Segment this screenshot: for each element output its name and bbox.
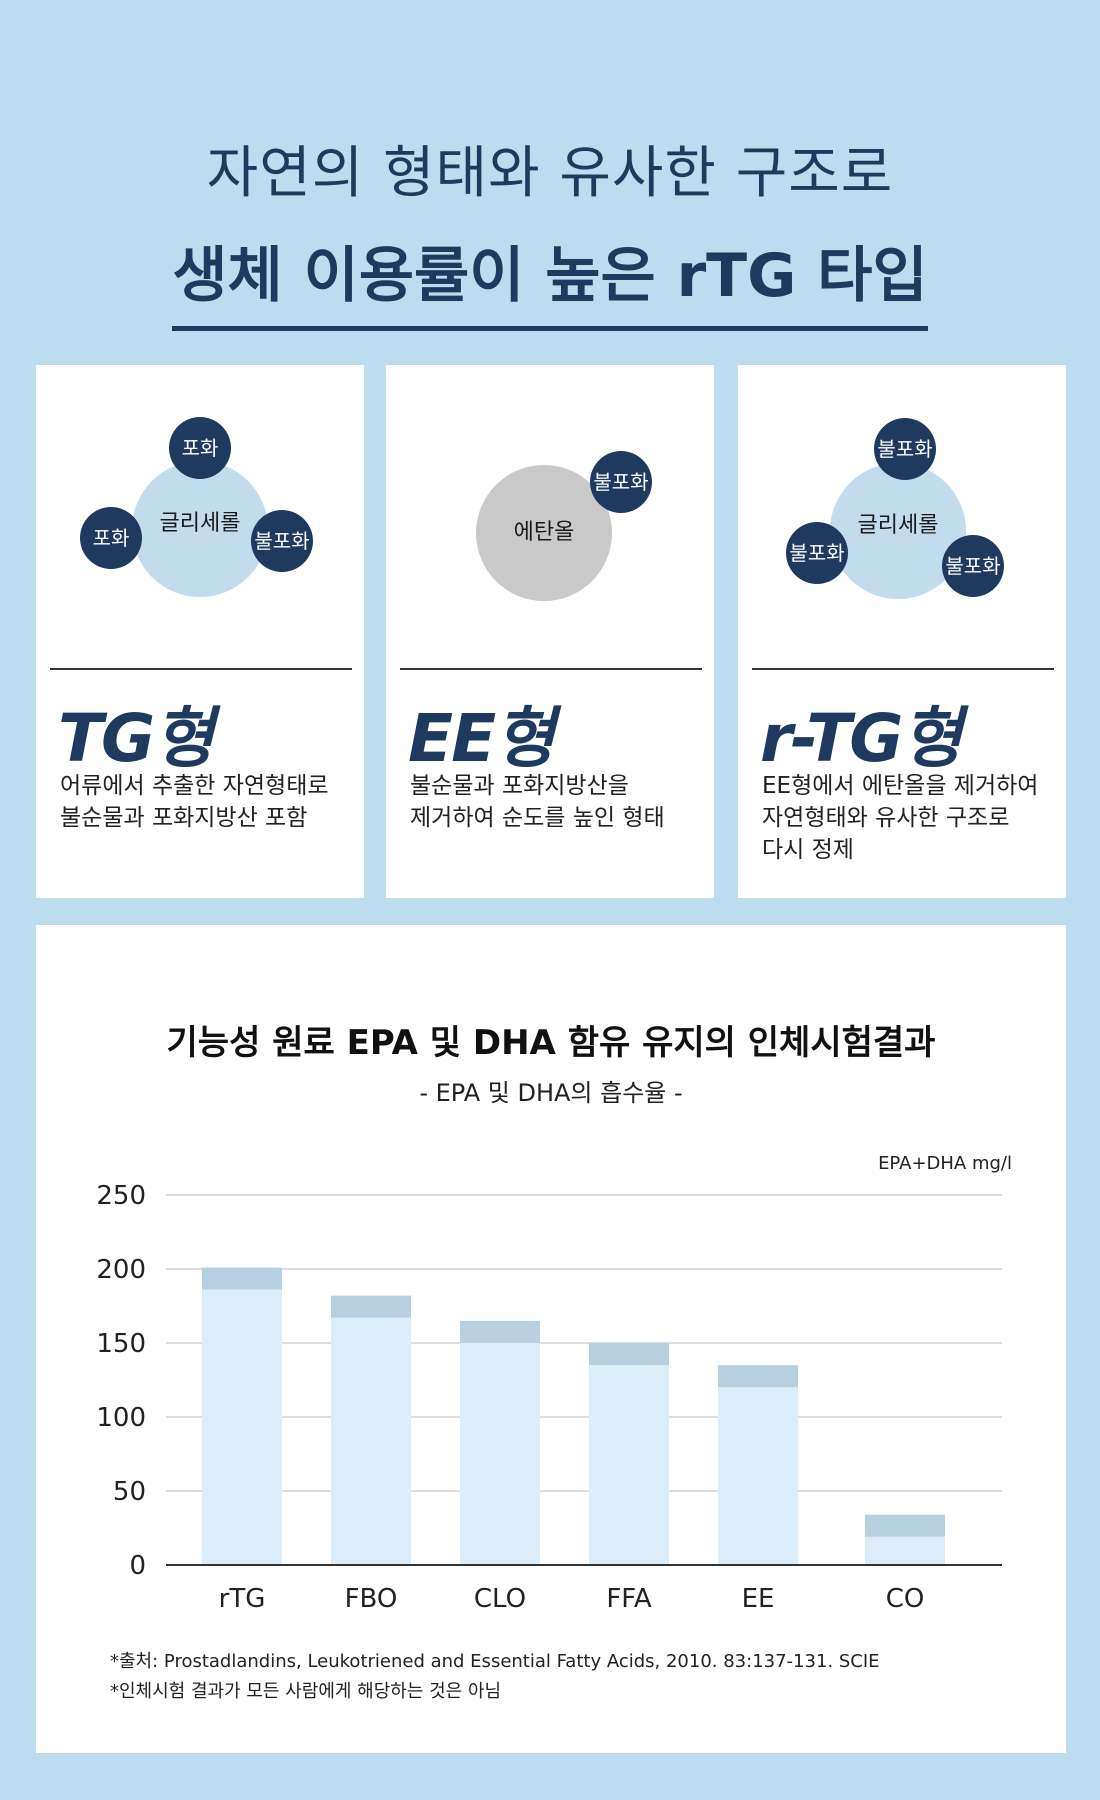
headline: 자연의 형태와 유사한 구조로 생체 이용률이 높은 rTG 타입 (0, 128, 1100, 331)
saturated-bubble: 포화 (80, 507, 142, 569)
x-tick-label: CO (886, 1584, 925, 1614)
unsaturated-bubble: 불포화 (874, 418, 936, 480)
x-tick-label: rTG (219, 1584, 266, 1614)
y-tick-label: 200 (96, 1255, 146, 1285)
headline-line1: 자연의 형태와 유사한 구조로 (206, 141, 894, 206)
x-tick-label: EE (742, 1584, 775, 1614)
x-tick-label: CLO (474, 1584, 526, 1614)
card-divider (752, 668, 1054, 670)
x-tick-label: FBO (345, 1584, 398, 1614)
source-citation: *출처: Prostadlandins, Leukotriened and Es… (110, 1651, 880, 1672)
type-description: 불순물과 포화지방산을 제거하여 순도를 높인 형태 (410, 773, 665, 831)
headline-line2: 생체 이용률이 높은 rTG 타입 (172, 227, 928, 331)
unsaturated-bubble: 불포화 (786, 522, 848, 584)
card-rtg: 글리세롤 불포화 불포화 불포화 r-TG형 EE형에서 에탄올을 제거하여 자… (738, 365, 1066, 898)
chart-panel: 기능성 원료 EPA 및 DHA 함유 유지의 인체시험결과 - EPA 및 D… (36, 925, 1066, 1753)
card-divider (50, 668, 352, 670)
bar-co (865, 1536, 945, 1565)
type-description: 어류에서 추출한 자연형태로 불순물과 포화지방산 포함 (60, 773, 329, 831)
type-name: TG형 (58, 700, 214, 777)
bar-cap-clo (460, 1320, 540, 1343)
saturated-bubble: 포화 (169, 417, 231, 479)
x-tick-label: FFA (606, 1584, 652, 1614)
bar-chart: EPA+DHA mg/l 0 50 100 150 200 250 rTG FBO CLO FFA E… (96, 1153, 1012, 1614)
bar-clo (460, 1342, 540, 1565)
bar-cap-ffa (589, 1343, 669, 1365)
glycerol-circle: 글리세롤 (132, 461, 268, 597)
type-name: EE형 (408, 700, 555, 777)
bar-cap-rtg (202, 1267, 282, 1290)
y-tick-label: 0 (129, 1551, 146, 1581)
unsaturated-bubble: 불포화 (251, 510, 313, 572)
card-ee: 에탄올 불포화 EE형 불순물과 포화지방산을 제거하여 순도를 높인 형태 (386, 365, 714, 898)
bar-cap-fbo (331, 1295, 411, 1318)
unit-label: EPA+DHA mg/l (878, 1153, 1012, 1174)
bar-cap-ee (718, 1365, 798, 1388)
source-notes: *출처: Prostadlandins, Leukotriened and Es… (110, 1647, 880, 1707)
y-tick-label: 250 (96, 1181, 146, 1211)
chart-subtitle: - EPA 및 DHA의 흡수율 - (419, 1079, 683, 1107)
bar-ffa (589, 1365, 669, 1565)
ethanol-circle: 에탄올 (476, 465, 612, 601)
y-tick-label: 50 (113, 1477, 146, 1507)
card-tg: 글리세롤 포화 포화 불포화 TG형 어류에서 추출한 자연형태로 불순물과 포… (36, 365, 364, 898)
card-divider (400, 668, 702, 670)
type-description: EE형에서 에탄올을 제거하여 자연형태와 유사한 구조로 다시 정제 (762, 773, 1039, 863)
chart-title: 기능성 원료 EPA 및 DHA 함유 유지의 인체시험결과 (166, 1023, 936, 1063)
glycerol-circle: 글리세롤 (830, 463, 966, 599)
type-name: r-TG형 (760, 700, 962, 777)
y-tick-label: 100 (96, 1403, 146, 1433)
bar-rtg (202, 1289, 282, 1565)
bar-ee (718, 1387, 798, 1565)
bar-fbo (331, 1317, 411, 1565)
unsaturated-bubble: 불포화 (590, 451, 652, 513)
unsaturated-bubble: 불포화 (942, 535, 1004, 597)
y-tick-label: 150 (96, 1329, 146, 1359)
disclaimer: *인체시험 결과가 모든 사람에게 해당하는 것은 아님 (110, 1681, 502, 1702)
bar-cap-co (865, 1514, 945, 1537)
